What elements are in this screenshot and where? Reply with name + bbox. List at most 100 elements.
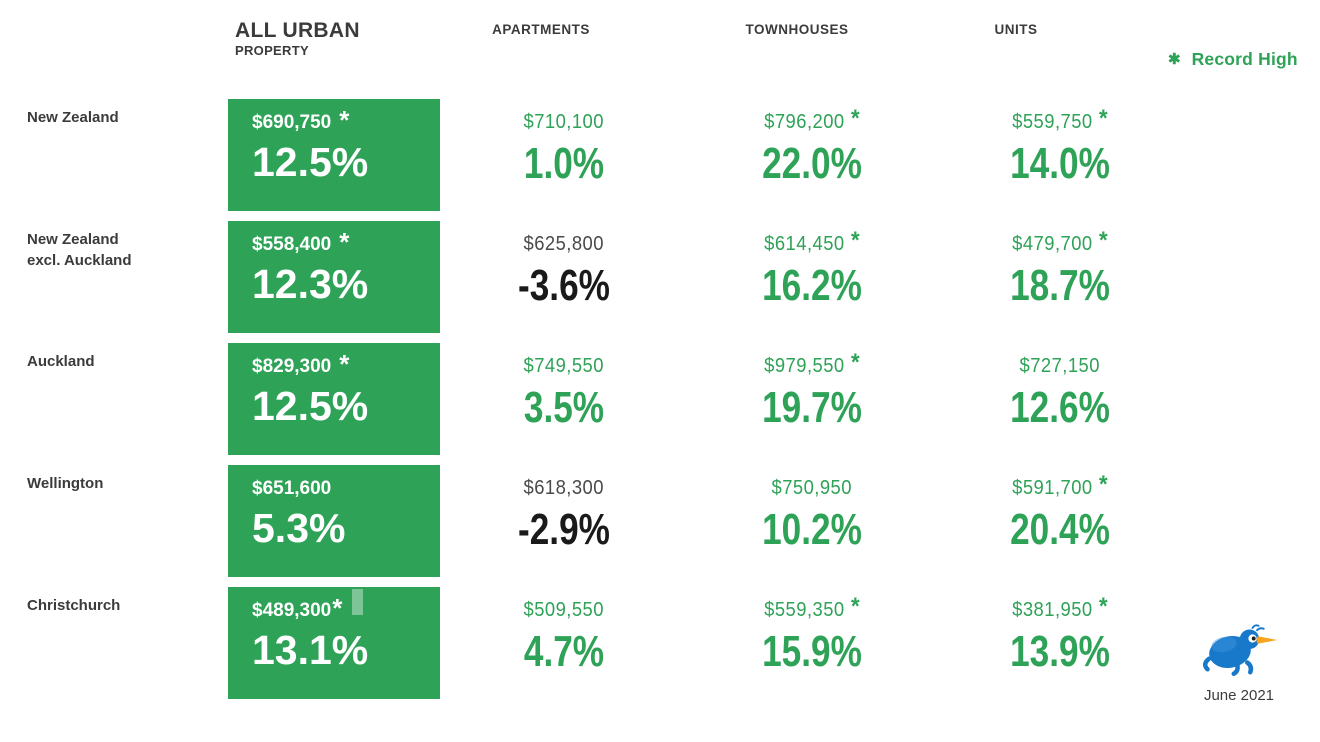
region-label: New Zealand <box>27 109 119 126</box>
cell-all-urban: $651,600 * 5.3% <box>228 465 440 587</box>
change: 19.7% <box>762 383 862 432</box>
price: $509,550 <box>523 599 605 621</box>
cell-all-urban: $829,300 * 12.5% <box>228 343 440 465</box>
cell-townhouses: $559,350 * 15.9% <box>688 587 936 709</box>
all-urban-green-box: $690,750 * 12.5% <box>228 99 440 211</box>
cell-all-urban: $489,300 * 13.1% <box>228 587 440 709</box>
kiwi-bird-logo <box>1200 624 1278 684</box>
header-row: ALL URBAN PROPERTY APARTMENTS TOWNHOUSES… <box>0 0 1320 99</box>
change: 20.4% <box>1010 505 1110 554</box>
record-high-star: * <box>850 349 860 376</box>
cell-townhouses: $796,200 * 22.0% <box>688 99 936 221</box>
column-header-units: UNITS <box>994 22 1038 37</box>
all-urban-price: $651,600 <box>252 478 332 499</box>
region-label: Christchurch <box>27 597 121 614</box>
row-spacer <box>1184 465 1320 587</box>
row-spacer <box>1184 221 1320 343</box>
rows: New Zealand $690,750 * 12.5% $710,100 * … <box>0 99 1320 709</box>
change: 13.9% <box>1010 627 1110 676</box>
cell-units: $591,700 * 20.4% <box>936 465 1184 587</box>
price: $618,300 <box>523 477 605 499</box>
record-high-star: * <box>1098 471 1108 498</box>
cell-townhouses: $979,550 * 19.7% <box>688 343 936 465</box>
all-urban-subtitle: PROPERTY <box>235 43 309 58</box>
change: -3.6% <box>518 261 610 310</box>
all-urban-price: $829,300 <box>252 356 332 377</box>
change: 22.0% <box>762 139 862 188</box>
column-header-all-urban: ALL URBAN PROPERTY <box>228 0 440 99</box>
price: $979,550 <box>764 355 845 377</box>
change: 1.0% <box>523 139 605 188</box>
cell-apartments: $710,100 * 1.0% <box>440 99 688 221</box>
change: 18.7% <box>1010 261 1110 310</box>
table-row: Christchurch $489,300 * 13.1% $509,550 *… <box>0 587 1320 709</box>
table-row: New Zealand excl. Auckland $558,400 * 12… <box>0 221 1320 343</box>
cell-units: $727,150 * 12.6% <box>936 343 1184 465</box>
column-header-apartments: APARTMENTS <box>492 22 590 37</box>
cell-apartments: $625,800 * -3.6% <box>440 221 688 343</box>
cell-units: $381,950 * 13.9% <box>936 587 1184 709</box>
all-urban-price: $690,750 <box>252 112 332 133</box>
row-spacer <box>1184 99 1320 221</box>
price: $381,950 <box>1012 599 1093 621</box>
change: 16.2% <box>762 261 862 310</box>
record-high-star: * <box>1098 593 1108 620</box>
row-spacer <box>1184 343 1320 465</box>
header-spacer <box>0 0 228 99</box>
cell-apartments: $618,300 * -2.9% <box>440 465 688 587</box>
cell-townhouses: $750,950 * 10.2% <box>688 465 936 587</box>
record-high-legend: ✱ Record High <box>1168 49 1298 70</box>
cell-units: $559,750 * 14.0% <box>936 99 1184 221</box>
change: -2.9% <box>518 505 610 554</box>
all-urban-green-box: $651,600 * 5.3% <box>228 465 440 577</box>
price: $750,950 <box>771 477 853 499</box>
all-urban-change: 12.5% <box>252 383 369 429</box>
price: $625,800 <box>523 233 605 255</box>
region-label: New Zealand excl. Auckland <box>27 231 132 269</box>
price: $710,100 <box>523 111 605 133</box>
footer: June 2021 <box>1192 624 1286 704</box>
change: 3.5% <box>523 383 605 432</box>
table-row: Wellington $651,600 * 5.3% $618,300 * -2… <box>0 465 1320 587</box>
record-high-star: * <box>850 227 860 254</box>
region-label: Auckland <box>27 353 95 370</box>
all-urban-title: ALL URBAN <box>235 19 360 42</box>
all-urban-price: $489,300 <box>252 600 332 621</box>
cursor-artifact <box>352 589 363 615</box>
cell-all-urban: $690,750 * 12.5% <box>228 99 440 221</box>
record-high-star: * <box>850 593 860 620</box>
change: 12.6% <box>1010 383 1110 432</box>
price: $559,350 <box>764 599 845 621</box>
price: $727,150 <box>1019 355 1101 377</box>
price: $559,750 <box>1012 111 1093 133</box>
change: 4.7% <box>523 627 605 676</box>
cell-apartments: $509,550 * 4.7% <box>440 587 688 709</box>
record-high-star-box: * <box>339 227 350 257</box>
price: $591,700 <box>1012 477 1093 499</box>
date-label: June 2021 <box>1203 687 1275 704</box>
price: $749,550 <box>523 355 605 377</box>
all-urban-change: 5.3% <box>252 505 346 551</box>
price: $796,200 <box>764 111 845 133</box>
record-high-star-box: * <box>339 105 350 135</box>
change: 15.9% <box>762 627 862 676</box>
all-urban-change: 12.5% <box>252 139 369 185</box>
cell-townhouses: $614,450 * 16.2% <box>688 221 936 343</box>
change: 10.2% <box>762 505 862 554</box>
region-label: Wellington <box>27 475 104 492</box>
price: $479,700 <box>1012 233 1093 255</box>
price: $614,450 <box>764 233 845 255</box>
change: 14.0% <box>1010 139 1110 188</box>
record-high-asterisk-icon: ✱ <box>1168 51 1181 68</box>
all-urban-price: $558,400 <box>252 234 332 255</box>
record-high-label: Record High <box>1191 49 1298 69</box>
table-row: Auckland $829,300 * 12.5% $749,550 * 3.5… <box>0 343 1320 465</box>
all-urban-green-box: $489,300 * 13.1% <box>228 587 440 699</box>
record-high-star: * <box>1098 227 1108 254</box>
cell-apartments: $749,550 * 3.5% <box>440 343 688 465</box>
table-row: New Zealand $690,750 * 12.5% $710,100 * … <box>0 99 1320 221</box>
cell-all-urban: $558,400 * 12.3% <box>228 221 440 343</box>
column-header-townhouses: TOWNHOUSES <box>745 22 849 37</box>
all-urban-green-box: $829,300 * 12.5% <box>228 343 440 455</box>
